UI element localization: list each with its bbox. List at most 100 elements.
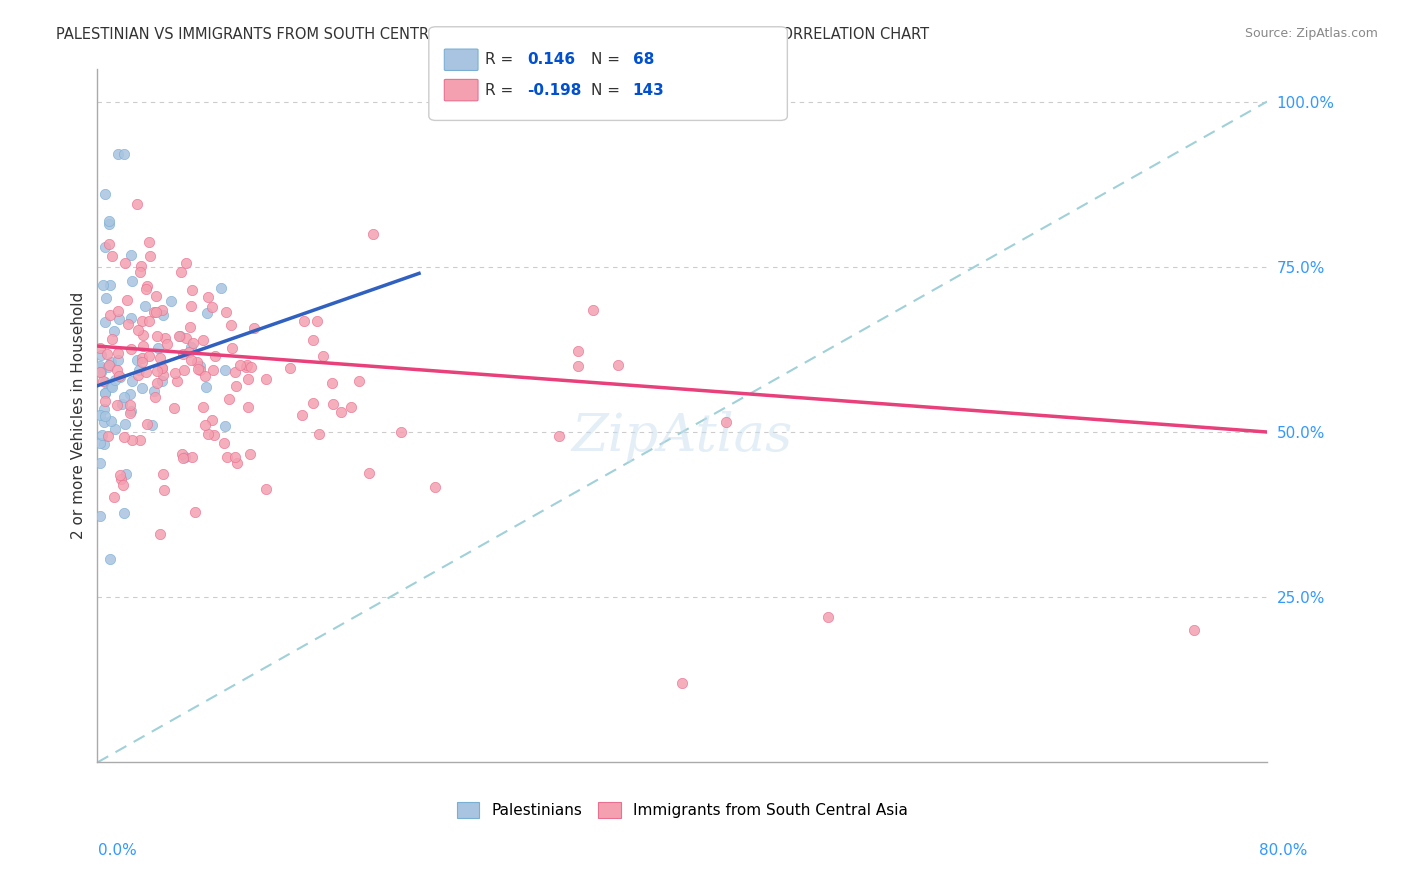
Point — [607, 358, 630, 372]
Point — [134, 299, 156, 313]
Point — [120, 310, 142, 325]
Point — [89, 509, 111, 524]
Point — [97, 237, 120, 252]
Point — [132, 339, 155, 353]
Point — [105, 363, 128, 377]
Point — [187, 362, 209, 376]
Point — [89, 341, 111, 355]
Point — [89, 456, 111, 470]
Point — [127, 368, 149, 382]
Point — [149, 351, 172, 366]
Point — [714, 416, 737, 430]
Point — [145, 329, 167, 343]
Point — [218, 392, 240, 406]
Point — [125, 352, 148, 367]
Text: 68: 68 — [633, 53, 654, 67]
Point — [209, 281, 232, 295]
Point — [108, 368, 131, 383]
Point — [152, 467, 174, 481]
Point — [104, 374, 127, 388]
Point — [107, 312, 129, 326]
Text: 80.0%: 80.0% — [1260, 843, 1308, 858]
Point — [146, 364, 169, 378]
Point — [201, 301, 224, 315]
Point — [121, 274, 143, 288]
Point — [156, 337, 179, 351]
Point — [236, 400, 259, 414]
Point — [190, 363, 212, 377]
Point — [142, 384, 165, 399]
Point — [112, 506, 135, 520]
Point — [128, 363, 150, 377]
Point — [97, 360, 120, 375]
Point — [94, 375, 117, 389]
Point — [204, 349, 226, 363]
Point — [671, 676, 693, 690]
Point — [202, 427, 225, 442]
Point — [197, 290, 219, 304]
Point — [174, 331, 197, 345]
Point — [94, 291, 117, 305]
Point — [225, 379, 247, 393]
Point — [141, 418, 163, 433]
Point — [89, 360, 111, 375]
Point — [180, 450, 202, 465]
Point — [146, 342, 169, 356]
Point — [100, 414, 122, 428]
Point — [149, 527, 172, 541]
Point — [100, 308, 122, 322]
Point — [186, 355, 208, 369]
Point — [107, 147, 129, 161]
Text: N =: N = — [591, 53, 624, 67]
Point — [215, 304, 238, 318]
Point — [582, 302, 605, 317]
Point — [100, 378, 122, 392]
Point — [1182, 624, 1205, 638]
Point — [236, 372, 259, 386]
Point — [150, 303, 173, 318]
Point — [312, 349, 335, 363]
Text: R =: R = — [485, 83, 519, 97]
Text: R =: R = — [485, 53, 519, 67]
Point — [567, 344, 589, 359]
Point — [118, 406, 141, 420]
Point — [389, 425, 412, 440]
Point — [194, 369, 217, 384]
Point — [152, 368, 174, 383]
Point — [169, 329, 191, 343]
Point — [330, 405, 353, 419]
Point — [120, 387, 142, 401]
Point — [145, 376, 167, 390]
Point — [423, 480, 446, 494]
Point — [103, 324, 125, 338]
Point — [138, 235, 160, 250]
Text: 0.0%: 0.0% — [98, 843, 138, 858]
Point — [139, 248, 162, 262]
Point — [93, 437, 115, 451]
Point — [254, 372, 277, 386]
Point — [194, 418, 217, 433]
Point — [107, 352, 129, 367]
Point — [215, 450, 238, 464]
Point — [150, 360, 173, 375]
Point — [128, 434, 150, 448]
Point — [195, 306, 218, 320]
Point — [201, 363, 224, 377]
Point — [183, 505, 205, 519]
Point — [181, 336, 204, 351]
Point — [357, 466, 380, 480]
Point — [129, 259, 152, 273]
Point — [361, 227, 384, 242]
Point — [120, 404, 142, 418]
Point — [548, 429, 571, 443]
Point — [121, 434, 143, 448]
Text: ZipAtlas: ZipAtlas — [572, 411, 793, 462]
Point — [127, 323, 149, 337]
Point — [135, 417, 157, 432]
Point — [197, 427, 219, 442]
Point — [112, 390, 135, 404]
Point — [111, 397, 134, 411]
Text: 143: 143 — [633, 83, 665, 97]
Point — [167, 329, 190, 343]
Point — [150, 361, 173, 376]
